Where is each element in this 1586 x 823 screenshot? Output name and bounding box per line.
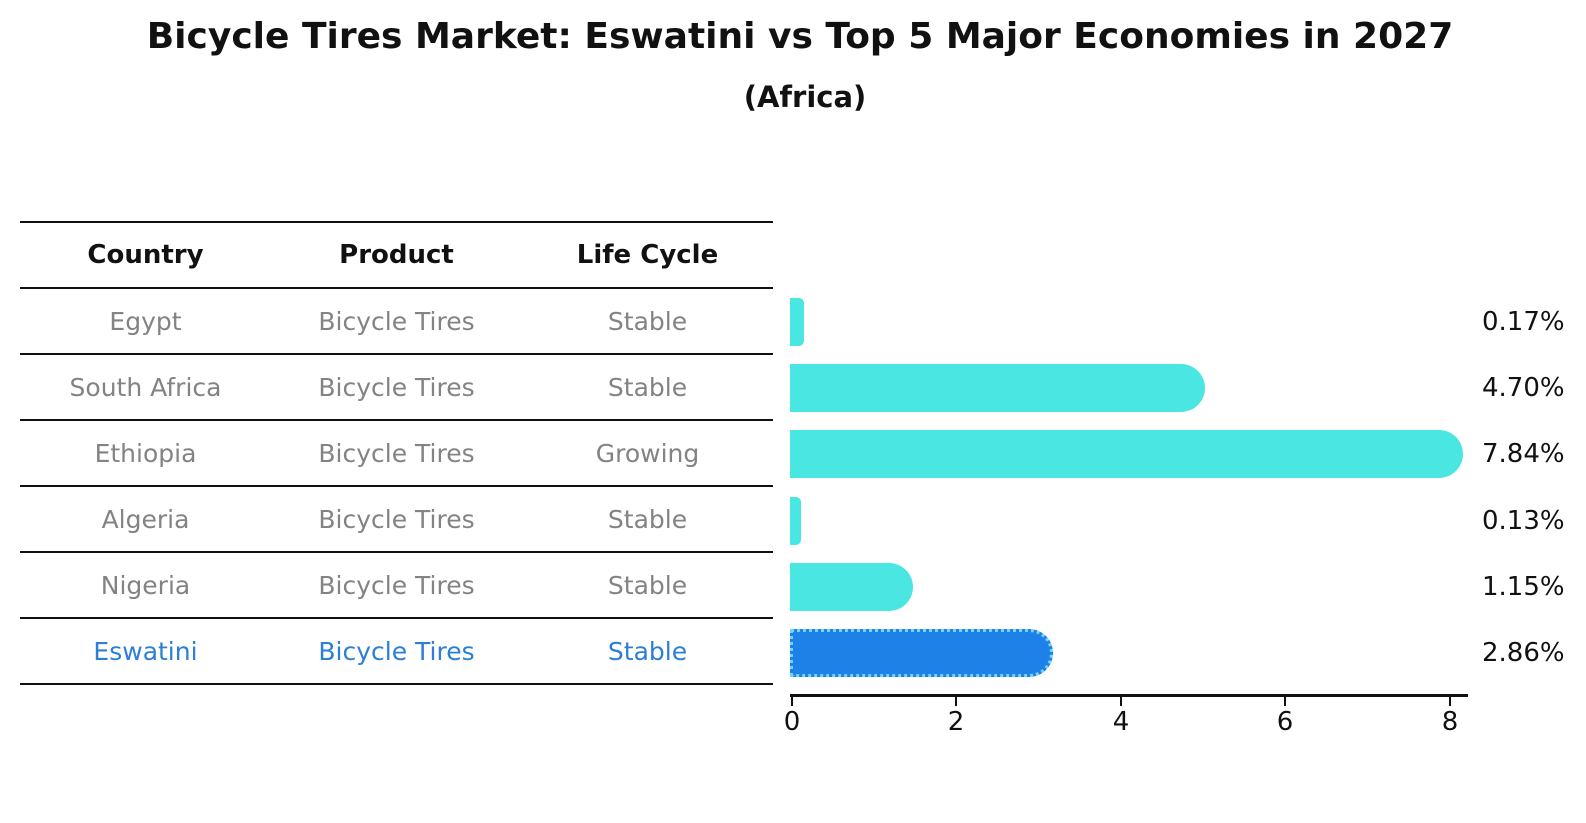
cell-life-cycle: Stable [607,306,688,336]
x-axis-tick-label: 0 [783,707,801,737]
x-axis-tick [1120,697,1122,706]
x-axis-tick-label: 4 [1112,707,1130,737]
cell-product: Bicycle Tires [318,372,475,402]
bar-eswatini [790,629,1053,677]
table-row-ethiopia: Ethiopia Bicycle Tires Growing [20,421,773,487]
cell-life-cycle: Stable [607,570,688,600]
table-row-south-africa: South Africa Bicycle Tires Stable [20,355,773,421]
table-row-eswatini: Eswatini Bicycle Tires Stable [20,619,773,685]
x-axis-tick [791,697,793,706]
value-label-egypt: 0.17% [1482,307,1565,337]
cell-country: Ethiopia [94,438,197,468]
x-axis-line [790,694,1468,697]
chart-title: Bicycle Tires Market: Eswatini vs Top 5 … [146,16,1454,57]
cell-product: Bicycle Tires [318,636,475,666]
cell-country: Nigeria [100,570,191,600]
cell-country: South Africa [69,372,222,402]
x-axis-tick [1449,697,1451,706]
bar-egypt [790,298,804,346]
x-axis-tick-label: 6 [1276,707,1294,737]
cell-country: Algeria [101,504,190,534]
x-axis-tick [1284,697,1286,706]
column-header-country: Country [87,240,204,270]
x-axis-tick [955,697,957,706]
cell-country: Egypt [109,306,182,336]
value-label-south-africa: 4.70% [1482,373,1565,403]
table-row-algeria: Algeria Bicycle Tires Stable [20,487,773,553]
cell-product: Bicycle Tires [318,570,475,600]
bar-ethiopia [790,430,1463,478]
cell-life-cycle: Growing [595,438,700,468]
country-table: Country Product Life Cycle Egypt Bicycle… [20,221,773,685]
cell-product: Bicycle Tires [318,438,475,468]
table-row-nigeria: Nigeria Bicycle Tires Stable [20,553,773,619]
cell-life-cycle: Stable [607,504,688,534]
cell-country: Eswatini [93,636,198,666]
value-label-eswatini: 2.86% [1482,638,1565,668]
column-header-product: Product [339,240,454,270]
bar-nigeria [790,563,913,611]
chart-subtitle: (Africa) [743,80,867,114]
table-header-row: Country Product Life Cycle [20,223,773,289]
value-label-ethiopia: 7.84% [1482,439,1565,469]
value-label-nigeria: 1.15% [1482,572,1565,602]
x-axis-tick-label: 8 [1441,707,1459,737]
value-label-algeria: 0.13% [1482,506,1565,536]
cell-life-cycle: Stable [607,372,688,402]
column-header-life-cycle: Life Cycle [576,240,719,270]
cell-life-cycle: Stable [607,636,688,666]
table-row-egypt: Egypt Bicycle Tires Stable [20,289,773,355]
bar-south-africa [790,364,1205,412]
cell-product: Bicycle Tires [318,504,475,534]
bar-algeria [790,497,801,545]
cell-product: Bicycle Tires [318,306,475,336]
x-axis-tick-label: 2 [947,707,965,737]
